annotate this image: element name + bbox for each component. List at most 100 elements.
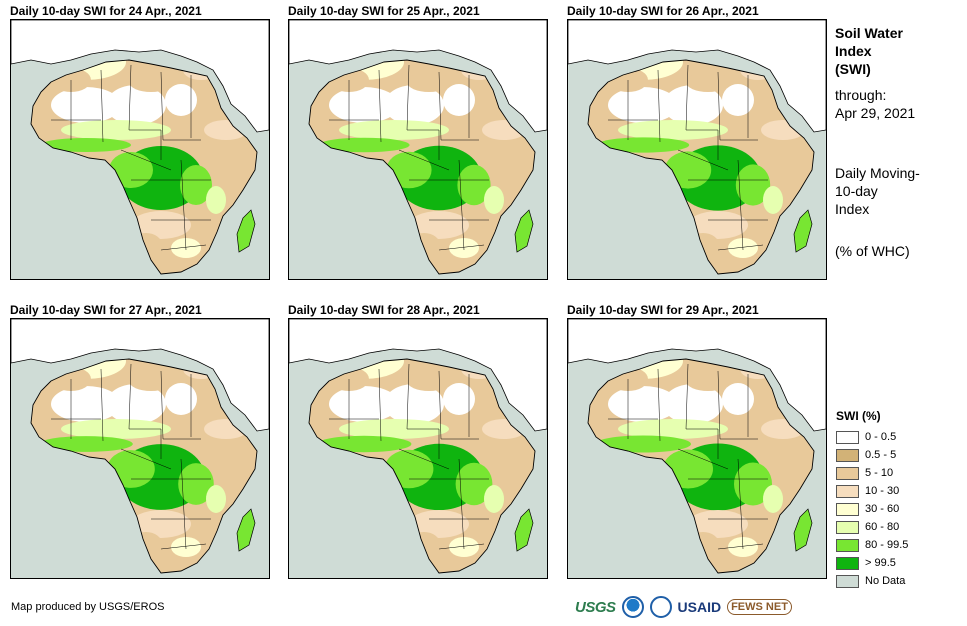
swi-zone [106, 384, 166, 424]
country-border [100, 368, 104, 442]
swi-zone [686, 72, 730, 92]
swi-zone [106, 85, 166, 125]
panel-title: Daily 10-day SWI for 28 Apr., 2021 [288, 303, 480, 317]
swi-zone [618, 419, 728, 439]
map-panel-6: Daily 10-day SWI for 29 Apr., 2021 [567, 302, 827, 579]
swi-zone [384, 85, 444, 125]
panel-title: Daily 10-day SWI for 24 Apr., 2021 [10, 4, 202, 18]
legend-item: 5 - 10 [836, 464, 908, 482]
coastline [587, 59, 815, 275]
coastline [30, 59, 258, 275]
country-border [128, 64, 162, 160]
swi-zone [204, 120, 248, 140]
legend-item: 80 - 99.5 [836, 536, 908, 554]
swi-zone [131, 510, 191, 538]
country-border [438, 244, 485, 251]
swi-zone [206, 485, 226, 513]
swi-zone [687, 233, 719, 257]
legend-item: 0 - 0.5 [836, 428, 908, 446]
eurasia-landmass [11, 20, 269, 133]
country-border [438, 370, 479, 440]
index-line: Index [835, 201, 870, 217]
swi-zone [763, 186, 783, 214]
legend-swatch [836, 484, 859, 498]
country-border [180, 159, 187, 251]
swi-zone [318, 137, 410, 153]
country-border [677, 448, 729, 470]
map-product-title: Soil Water Index (SWI) [835, 25, 903, 77]
fews-net-logo: FEWS NET [727, 599, 792, 615]
legend-label: 10 - 30 [865, 485, 900, 497]
swi-map [288, 318, 548, 579]
country-border [657, 368, 661, 442]
country-border [677, 149, 729, 171]
map-canvas [568, 319, 826, 574]
swi-zone [484, 485, 504, 513]
madagascar [236, 508, 256, 552]
swi-map [288, 19, 548, 280]
swi-zone [129, 72, 173, 92]
swi-zone [408, 532, 440, 556]
legend-swatch [836, 538, 859, 552]
country-border [717, 543, 764, 550]
country-border [406, 64, 440, 160]
country-border [685, 363, 719, 459]
eurasia-landmass [11, 319, 269, 432]
madagascar [793, 209, 813, 253]
coastline [587, 358, 815, 574]
map-panel-5: Daily 10-day SWI for 28 Apr., 2021 [288, 302, 548, 579]
swi-zone [455, 462, 493, 506]
eurasia-landmass [289, 20, 547, 133]
country-border [685, 64, 719, 160]
swi-zone [165, 383, 197, 415]
legend-swatch [836, 430, 859, 444]
madagascar [236, 209, 256, 253]
legend-label: 5 - 10 [865, 467, 894, 479]
swi-zone [384, 384, 444, 424]
swi-zone [130, 233, 162, 257]
swi-zone [339, 419, 449, 439]
eurasia-landmass [289, 319, 547, 432]
legend: 0 - 0.5 0.5 - 5 5 - 10 10 - 30 30 - 60 60 - 8… [836, 428, 908, 590]
legend-swatch [836, 502, 859, 516]
legend-label: 0 - 0.5 [865, 431, 897, 443]
swi-zone [443, 84, 475, 116]
country-border [458, 458, 465, 550]
through-label: through: [835, 87, 887, 103]
legend-item: No Data [836, 572, 908, 590]
coastline [30, 358, 258, 574]
map-panel-1: Daily 10-day SWI for 24 Apr., 2021 [10, 3, 270, 280]
country-border [717, 370, 758, 440]
swi-zone [339, 120, 449, 140]
swi-zone [384, 449, 434, 489]
country-border [378, 368, 382, 442]
swi-zone [39, 436, 133, 452]
swi-zone [596, 137, 690, 153]
panel-title: Daily 10-day SWI for 25 Apr., 2021 [288, 4, 480, 18]
panel-title: Daily 10-day SWI for 29 Apr., 2021 [567, 303, 759, 317]
swi-zone [763, 485, 783, 513]
swi-zone [663, 384, 723, 424]
swi-map [567, 318, 827, 579]
swi-zone [407, 72, 451, 92]
swi-zone [206, 186, 226, 214]
swi-zone [608, 87, 678, 123]
swi-zone [409, 510, 469, 538]
swi-zone [484, 186, 504, 214]
swi-zone [722, 383, 754, 415]
swi-zone [165, 84, 197, 116]
legend-swatch [836, 466, 859, 480]
swi-zone [663, 449, 713, 489]
map-panel-3: Daily 10-day SWI for 26 Apr., 2021 [567, 3, 827, 280]
eurasia-landmass [568, 20, 826, 133]
swi-zone [618, 120, 728, 140]
swi-zone [687, 532, 719, 556]
country-border [406, 363, 440, 459]
noaa-logo [621, 596, 644, 618]
map-panel-4: Daily 10-day SWI for 27 Apr., 2021 [10, 302, 270, 579]
legend-item: > 99.5 [836, 554, 908, 572]
country-border [180, 458, 187, 550]
legend-swatch [836, 520, 859, 534]
partner-logos: USGS USAID FEWS NET [575, 594, 792, 620]
country-border [398, 448, 450, 470]
